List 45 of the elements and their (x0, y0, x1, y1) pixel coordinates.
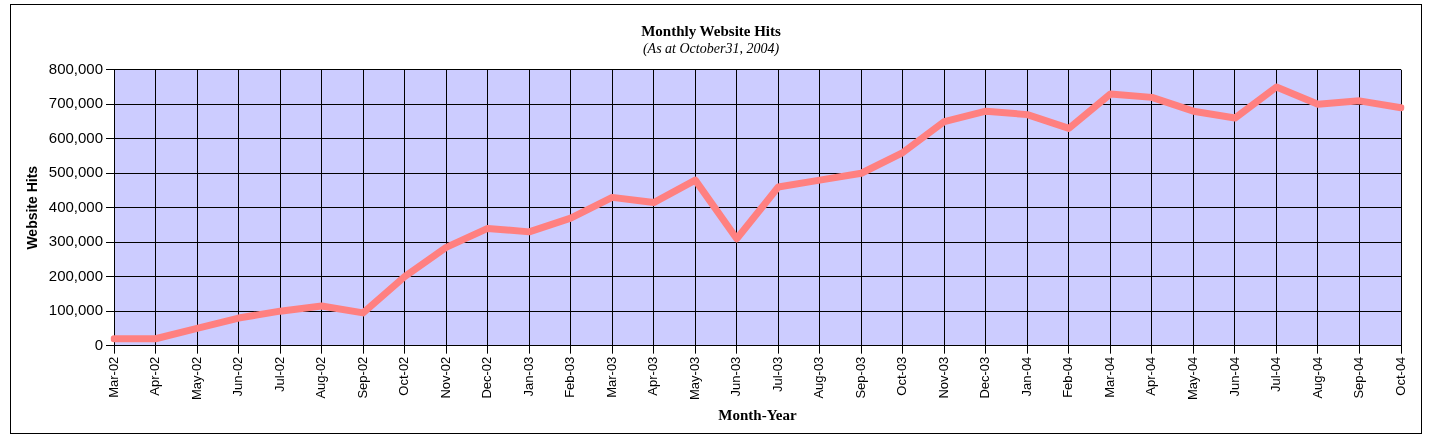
x-tick-label: Mar-02 (105, 356, 121, 398)
x-tick-label: Jun-04 (1226, 356, 1242, 397)
x-tick-label: Jan-04 (1018, 356, 1034, 397)
x-tick-label: Aug-03 (811, 356, 827, 399)
chart-subtitle: (As at October31, 2004) (642, 41, 780, 58)
x-tick-label: Jun-03 (728, 356, 744, 397)
y-tick-label: 0 (94, 335, 104, 353)
x-tick-label: May-03 (686, 356, 702, 401)
x-tick-label: Nov-03 (935, 356, 951, 399)
x-tick-label: Sep-03 (852, 356, 868, 399)
x-tick-label: Nov-02 (437, 356, 453, 399)
y-tick-label: 700,000 (48, 94, 104, 112)
x-tick-label: Apr-02 (147, 356, 163, 396)
x-tick-label: Jul-03 (769, 356, 785, 393)
x-tick-label: Sep-04 (1351, 356, 1367, 399)
y-tick-label: 100,000 (48, 301, 104, 319)
x-tick-label: Feb-03 (562, 356, 578, 398)
x-tick-label: May-04 (1185, 356, 1200, 401)
y-tick-label: 400,000 (48, 197, 104, 215)
x-tick-label: Jul-02 (271, 356, 287, 393)
y-tick-label: 200,000 (48, 266, 104, 284)
x-tick-label: Aug-04 (1309, 356, 1325, 399)
x-tick-label: Mar-04 (1101, 356, 1117, 398)
x-tick-label: Dec-02 (479, 356, 495, 399)
x-tick-label: Jan-03 (520, 356, 536, 397)
y-tick-label: 600,000 (48, 128, 104, 146)
x-tick-label: Mar-03 (603, 356, 619, 398)
y-tick-label: 800,000 (48, 59, 104, 77)
y-tick-label: 500,000 (48, 163, 104, 181)
x-tick-label: Jun-02 (230, 356, 246, 397)
x-tick-label: May-02 (188, 356, 204, 401)
x-tick-label: Feb-04 (1060, 356, 1076, 398)
x-tick-label: Apr-04 (1143, 356, 1159, 396)
x-tick-label: Oct-02 (396, 356, 412, 396)
x-tick-label: Sep-02 (354, 356, 370, 399)
x-tick-label: Oct-03 (894, 356, 910, 396)
y-axis-title: Website Hits (24, 165, 41, 250)
x-tick-label: Apr-03 (645, 356, 661, 396)
x-tick-label: Jul-04 (1268, 356, 1284, 393)
x-tick-label: Dec-03 (977, 356, 993, 399)
x-tick-label: Oct-04 (1392, 356, 1408, 396)
chart-title: Monthly Website Hits (641, 22, 782, 39)
y-tick-label: 300,000 (48, 232, 104, 250)
x-axis-title: Month-Year (718, 406, 798, 423)
x-tick-label: Aug-02 (313, 356, 329, 399)
